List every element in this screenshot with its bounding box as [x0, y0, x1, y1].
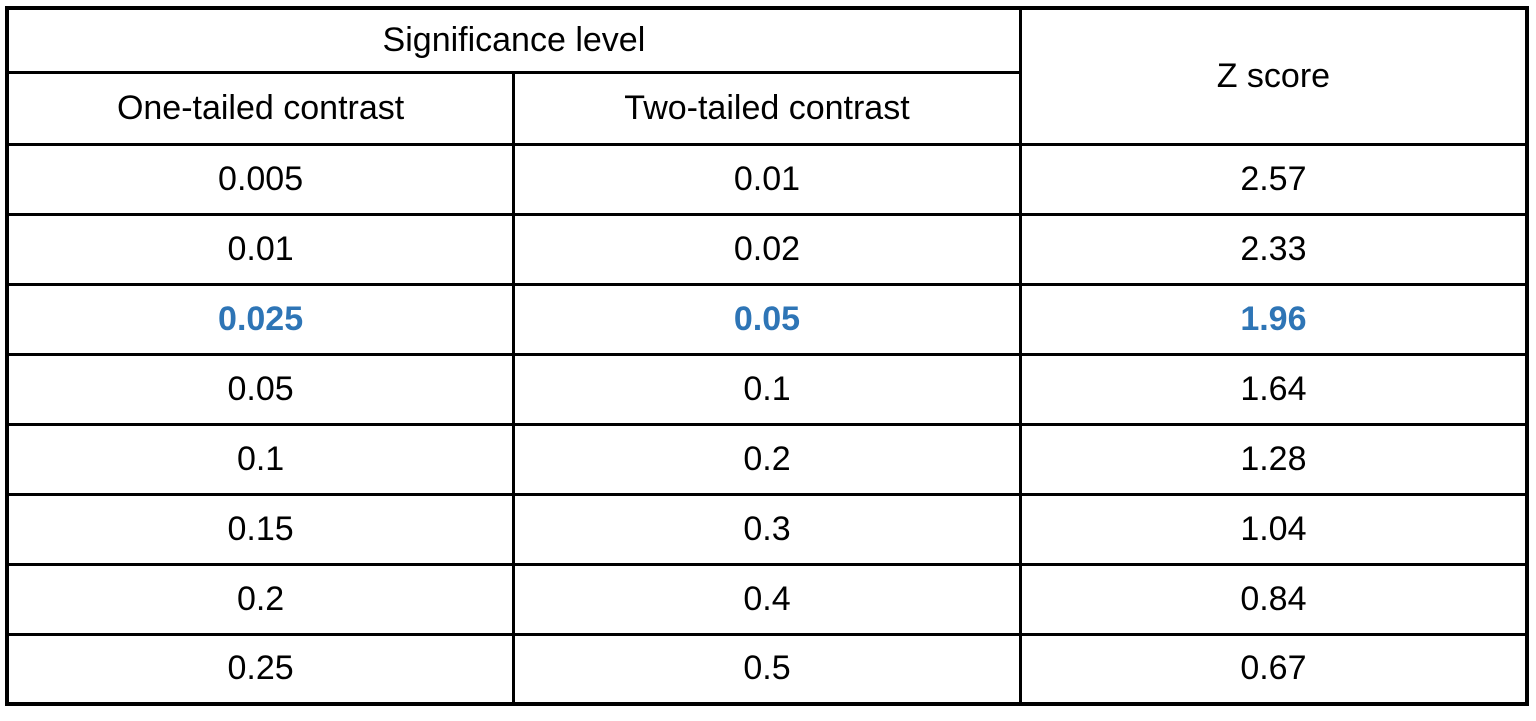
table-row: 0.1 0.2 1.28: [5, 422, 1529, 496]
cell-z-score: 2.57: [1018, 142, 1529, 216]
cell-one-tailed: 0.25: [5, 632, 516, 706]
cell-z-score: 0.67: [1018, 632, 1529, 706]
table-row: 0.25 0.5 0.67: [5, 632, 1529, 706]
table-row: 0.05 0.1 1.64: [5, 352, 1529, 426]
cell-z-score: 1.64: [1018, 352, 1529, 426]
cell-z-score: 1.28: [1018, 422, 1529, 496]
cell-z-score: 1.96: [1018, 282, 1529, 356]
z-score-header: Z score: [1018, 6, 1529, 146]
cell-one-tailed: 0.1: [5, 422, 516, 496]
table-row: 0.2 0.4 0.84: [5, 562, 1529, 636]
z-score-table: Significance level Z score One-tailed co…: [5, 6, 1529, 706]
cell-z-score: 0.84: [1018, 562, 1529, 636]
table-row: 0.01 0.02 2.33: [5, 212, 1529, 286]
cell-one-tailed: 0.01: [5, 212, 516, 286]
cell-two-tailed: 0.1: [512, 352, 1022, 426]
two-tailed-header: Two-tailed contrast: [512, 70, 1022, 146]
cell-z-score: 2.33: [1018, 212, 1529, 286]
cell-two-tailed: 0.5: [512, 632, 1022, 706]
cell-two-tailed: 0.01: [512, 142, 1022, 216]
cell-one-tailed: 0.2: [5, 562, 516, 636]
cell-two-tailed: 0.4: [512, 562, 1022, 636]
table-header-row-group: Significance level Z score: [5, 6, 1529, 146]
cell-two-tailed: 0.3: [512, 492, 1022, 566]
cell-one-tailed: 0.15: [5, 492, 516, 566]
cell-two-tailed: 0.05: [512, 282, 1022, 356]
table-row-highlighted: 0.025 0.05 1.96: [5, 282, 1529, 356]
cell-one-tailed: 0.05: [5, 352, 516, 426]
table-row: 0.005 0.01 2.57: [5, 142, 1529, 216]
cell-z-score: 1.04: [1018, 492, 1529, 566]
cell-two-tailed: 0.2: [512, 422, 1022, 496]
cell-two-tailed: 0.02: [512, 212, 1022, 286]
cell-one-tailed: 0.005: [5, 142, 516, 216]
table-row: 0.15 0.3 1.04: [5, 492, 1529, 566]
one-tailed-header: One-tailed contrast: [5, 70, 516, 146]
significance-level-header: Significance level: [5, 6, 1022, 74]
cell-one-tailed: 0.025: [5, 282, 516, 356]
table-subheader-row: One-tailed contrast Two-tailed contrast: [5, 70, 1527, 146]
